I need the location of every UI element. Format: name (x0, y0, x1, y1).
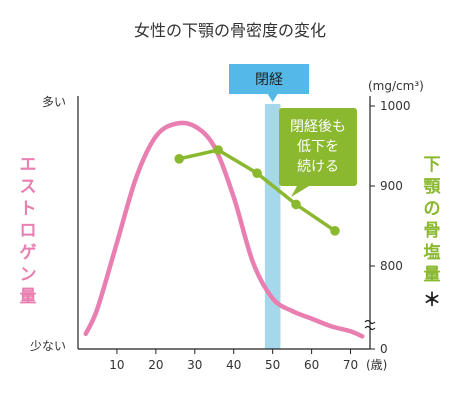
axis-title-char: ゲ (20, 242, 37, 263)
callout-pointer (291, 186, 309, 197)
axis-title-char: ン (20, 265, 37, 285)
axis-title-char: エ (20, 155, 37, 175)
y-right-ticks: 1000 900 800 0 (370, 99, 411, 356)
bone-data-point (174, 154, 185, 164)
axis-break-mark (364, 319, 376, 331)
x-unit-label: (歳) (366, 358, 387, 372)
x-tick-label: 70 (343, 358, 358, 372)
callout-line: 閉経後も (290, 119, 346, 135)
callout-line: 続ける (297, 158, 339, 175)
axis-title-char: の (424, 199, 441, 219)
callout-box (279, 108, 357, 186)
series-bone-points (174, 145, 340, 236)
x-tick-label: 50 (265, 358, 280, 372)
axis-title-char: 塩 (424, 242, 441, 263)
axis-title-char: ロ (20, 221, 37, 241)
axis-title-asterisk: ＊ (423, 290, 441, 311)
chart-title: 女性の下顎の骨密度の変化 (134, 21, 326, 40)
axis-title-char: 下 (424, 155, 441, 175)
y-left-high-label: 多い (42, 95, 66, 109)
menopause-label: 閉経 (255, 72, 283, 88)
x-tick-label: 10 (109, 358, 124, 372)
menopause-band (264, 104, 281, 349)
series-estrogen-line (83, 120, 365, 339)
axes (77, 96, 376, 350)
bone-data-point (330, 226, 340, 236)
x-ticks: 10 20 30 40 50 60 70 (109, 349, 358, 372)
axis-title-char: 量 (424, 264, 441, 285)
x-tick-label: 30 (187, 358, 202, 372)
axis-title-char: ス (20, 177, 37, 197)
y-right-unit-label: (mg/cm³) (368, 79, 424, 93)
menopause-arrow (267, 94, 278, 102)
y-right-tick-label: 800 (380, 259, 403, 273)
axis-title-char: 量 (20, 286, 37, 307)
axis-title-char: 顎 (424, 177, 442, 197)
y-left-low-label: 少ない (30, 339, 66, 353)
x-tick-label: 60 (304, 358, 319, 372)
x-tick-label: 20 (148, 358, 163, 372)
y-right-tick-label: 900 (380, 179, 403, 193)
x-tick-label: 40 (226, 358, 241, 372)
axis-title-char: ト (20, 199, 37, 219)
callout-line: 低下を (297, 139, 339, 155)
bone-data-point (291, 199, 301, 210)
y-right-tick-label: 0 (380, 342, 388, 356)
axis-title-char: 骨 (424, 221, 441, 241)
y-right-tick-label: 1000 (380, 99, 411, 113)
bone-data-point (213, 145, 223, 155)
menopause-label-box (229, 64, 309, 94)
bone-data-point (252, 168, 262, 178)
